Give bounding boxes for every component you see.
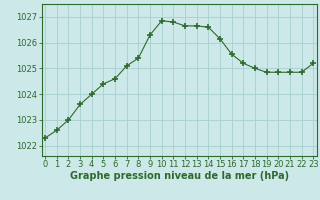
X-axis label: Graphe pression niveau de la mer (hPa): Graphe pression niveau de la mer (hPa) <box>70 171 289 181</box>
